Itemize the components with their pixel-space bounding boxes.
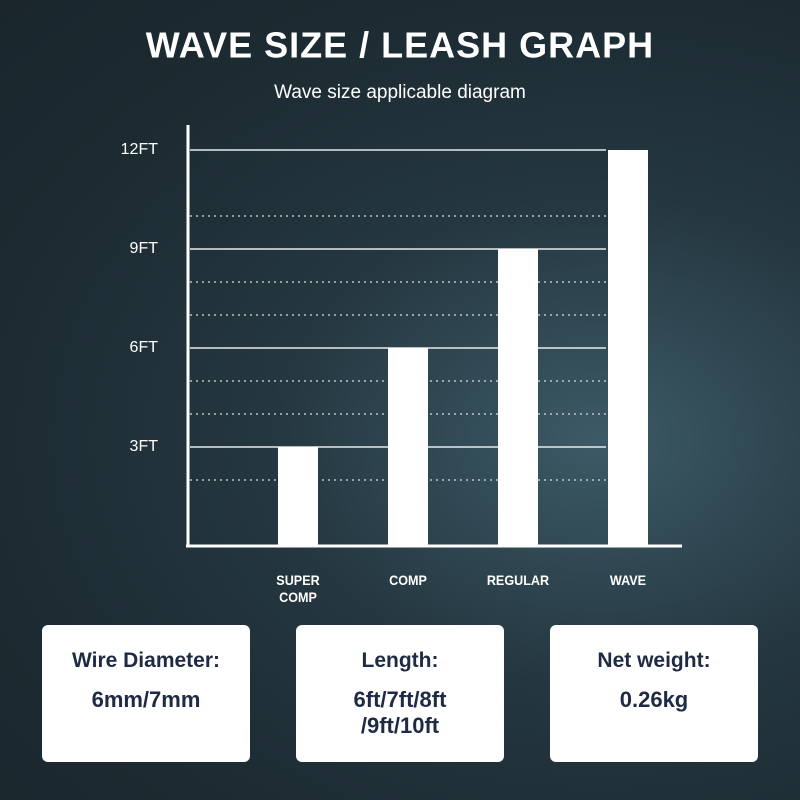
chart-title: WAVE SIZE / LEASH GRAPH — [146, 25, 654, 66]
spec-card: Wire Diameter: 6mm/7mm — [42, 625, 250, 762]
y-tick-label: 9FT — [130, 240, 159, 257]
x-tick-label: REGULAR — [486, 572, 550, 588]
spec-value: 6mm/7mm — [91, 687, 201, 712]
bar — [278, 447, 318, 546]
spec-value: 6ft/7ft/8ft /9ft/10ft — [353, 687, 447, 738]
y-tick-label: 12FT — [121, 141, 159, 158]
x-tick-label: WAVE — [609, 572, 647, 588]
spec-card: Length: 6ft/7ft/8ft /9ft/10ft — [296, 625, 504, 762]
chart-subtitle: Wave size applicable diagram — [274, 82, 526, 103]
bar — [388, 348, 428, 546]
spec-value: 0.26kg — [619, 687, 689, 712]
spec-label: Net weight: — [597, 649, 711, 672]
bar — [608, 150, 648, 546]
spec-card: Net weight: 0.26kg — [550, 625, 758, 762]
x-tick-label: SUPER COMP — [276, 572, 320, 605]
spec-label: Wire Diameter: — [71, 649, 221, 672]
y-tick-label: 3FT — [130, 438, 159, 455]
spec-label: Length: — [361, 649, 439, 672]
bar — [498, 249, 538, 546]
y-tick-label: 6FT — [130, 339, 159, 356]
x-tick-label: COMP — [389, 572, 427, 588]
